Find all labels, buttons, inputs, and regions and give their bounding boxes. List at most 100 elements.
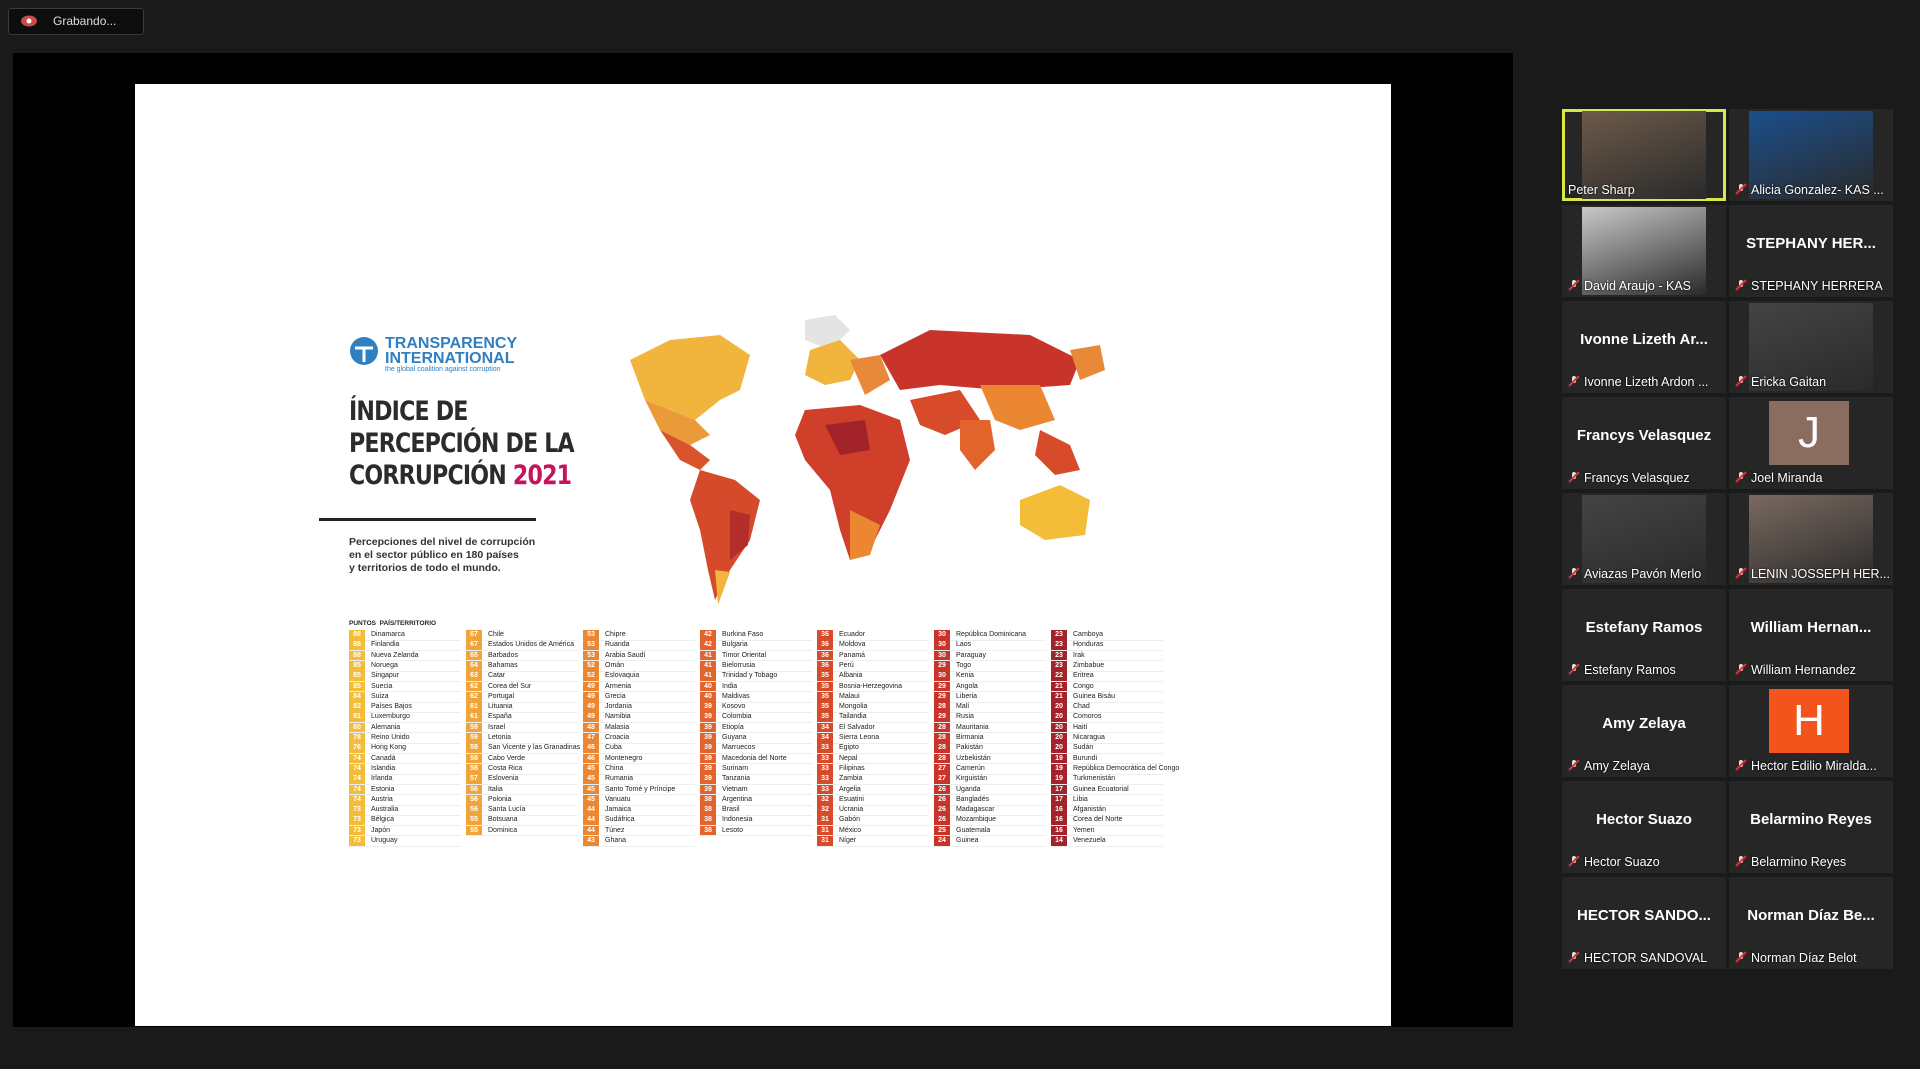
table-row: 62 Corea del Sur [466, 681, 578, 693]
country: Lesoto [722, 826, 744, 834]
table-row: 53 Arabia Saudí [583, 650, 695, 662]
participant-name: Estefany Ramos [1584, 663, 1676, 677]
country: Polonia [488, 795, 512, 803]
country: Gabón [839, 816, 861, 824]
table-row: 41 Trinidad y Tobago [700, 671, 812, 682]
participant-name: Joel Miranda [1751, 471, 1823, 485]
muted-icon [1735, 567, 1747, 579]
country: Corea del Norte [1073, 816, 1123, 824]
score: 41 [700, 650, 716, 661]
participant-name: David Araujo - KAS [1584, 279, 1691, 293]
score: 29 [934, 681, 950, 692]
divider [319, 518, 536, 521]
country: Trinidad y Tobago [722, 672, 778, 680]
country: Dinamarca [371, 631, 405, 638]
score: 36 [817, 660, 833, 671]
table-row: 78 Reino Unido [349, 733, 461, 744]
video-feed [1749, 303, 1873, 391]
participant-tile[interactable]: Belarmino Reyes Belarmino Reyes [1729, 781, 1893, 873]
table-row: 22 Eritrea [1051, 671, 1163, 682]
score: 59 [466, 722, 482, 733]
table-row: 14 Venezuela [1051, 836, 1163, 847]
score: 63 [466, 671, 482, 681]
participant-tile[interactable]: Norman Díaz Be... Norman Díaz Belot [1729, 877, 1893, 969]
country: Malí [956, 703, 970, 711]
participant-tile[interactable]: Alicia Gonzalez- KAS ... [1729, 109, 1893, 201]
table-row: 16 Corea del Norte [1051, 815, 1163, 827]
score: 30 [934, 671, 950, 681]
table-row: 20 Sudán [1051, 743, 1163, 755]
participant-gallery: Peter Sharp Alicia Gonzalez- KAS ... David… [1562, 109, 1893, 989]
participant-tile[interactable]: Peter Sharp [1562, 109, 1726, 201]
participant-tile[interactable]: Aviazas Pavón Merlo [1562, 493, 1726, 585]
country: Camerún [956, 764, 985, 772]
table-row: 39 Tanzania [700, 774, 812, 785]
country: Marruecos [722, 744, 756, 752]
country: Barbados [488, 651, 518, 659]
country: Chad [1073, 703, 1090, 711]
table-row: 85 Noruega [349, 660, 461, 672]
table-row: 28 Malí [934, 702, 1046, 713]
country: Namibia [605, 713, 631, 721]
country: Arabia Saudí [605, 651, 646, 659]
country: Eslovenia [488, 775, 519, 783]
participant-name: Belarmino Reyes [1751, 855, 1847, 869]
table-row: 20 Chad [1051, 702, 1163, 713]
table-row: 55 Dominica [466, 825, 578, 837]
country: Esuatini [839, 795, 864, 803]
participant-tile[interactable]: David Araujo - KAS [1562, 205, 1726, 297]
participant-heading: Norman Díaz Be... [1747, 907, 1875, 924]
muted-icon [1568, 663, 1580, 675]
country: Cuba [605, 744, 622, 752]
participant-tile[interactable]: William Hernan... William Hernandez [1729, 589, 1893, 681]
score: 73 [349, 805, 365, 815]
country: Nueva Zelanda [371, 651, 419, 659]
table-row: 29 Togo [934, 660, 1046, 672]
country: Santa Lucía [488, 806, 526, 814]
score: 85 [349, 681, 365, 692]
country: República Dominicana [956, 631, 1027, 638]
country: Níger [839, 837, 857, 844]
score: 33 [817, 763, 833, 774]
table-row: 39 Marruecos [700, 743, 812, 755]
participant-tile[interactable]: H Hector Edilio Miralda... [1729, 685, 1893, 777]
participant-tile[interactable]: J Joel Miranda [1729, 397, 1893, 489]
country: Catar [488, 672, 506, 680]
participant-tile[interactable]: STEPHANY HER... STEPHANY HERRERA [1729, 205, 1893, 297]
participant-tile[interactable]: Francys Velasquez Francys Velasquez [1562, 397, 1726, 489]
country: Jamaica [605, 806, 632, 814]
participant-tile[interactable]: HECTOR SANDO... HECTOR SANDOVAL [1562, 877, 1726, 969]
participant-tile[interactable]: Hector Suazo Hector Suazo [1562, 781, 1726, 873]
table-row: 31 Gabón [817, 815, 929, 827]
score: 20 [1051, 712, 1067, 723]
country: Rumania [605, 775, 634, 783]
table-row: 29 Liberia [934, 691, 1046, 703]
country: Nepal [839, 754, 858, 762]
participant-tile[interactable]: Amy Zelaya Amy Zelaya [1562, 685, 1726, 777]
muted-icon [1735, 759, 1747, 771]
score: 26 [934, 794, 950, 805]
table-row: 49 Grecia [583, 691, 695, 703]
score: 65 [466, 650, 482, 661]
table-row: 85 Suecia [349, 681, 461, 693]
table-row: 23 Irak [1051, 650, 1163, 662]
recording-indicator[interactable]: Grabando... [8, 8, 144, 35]
video-feed [1749, 495, 1873, 583]
table-row: 41 Timor Oriental [700, 650, 812, 662]
country: Honduras [1073, 641, 1104, 649]
header-cell: PUNTOS [349, 620, 376, 627]
country: Nicaragua [1073, 734, 1105, 741]
table-header: PUNTOS PAÍS/TERRITORIO [349, 620, 436, 627]
score: 19 [1051, 763, 1067, 774]
participant-tile[interactable]: Ericka Gaitan [1729, 301, 1893, 393]
table-row: 28 Birmania [934, 733, 1046, 744]
score: 81 [349, 712, 365, 723]
table-row: 35 Mongolia [817, 702, 929, 713]
participant-tile[interactable]: Ivonne Lizeth Ar... Ivonne Lizeth Ardon .… [1562, 301, 1726, 393]
country: Brasil [722, 806, 740, 814]
participant-tile[interactable]: Estefany Ramos Estefany Ramos [1562, 589, 1726, 681]
score: 29 [934, 660, 950, 671]
participant-tile[interactable]: LENIN JOSSEPH HER... [1729, 493, 1893, 585]
country: Armenia [605, 682, 632, 690]
score: 44 [583, 805, 599, 815]
